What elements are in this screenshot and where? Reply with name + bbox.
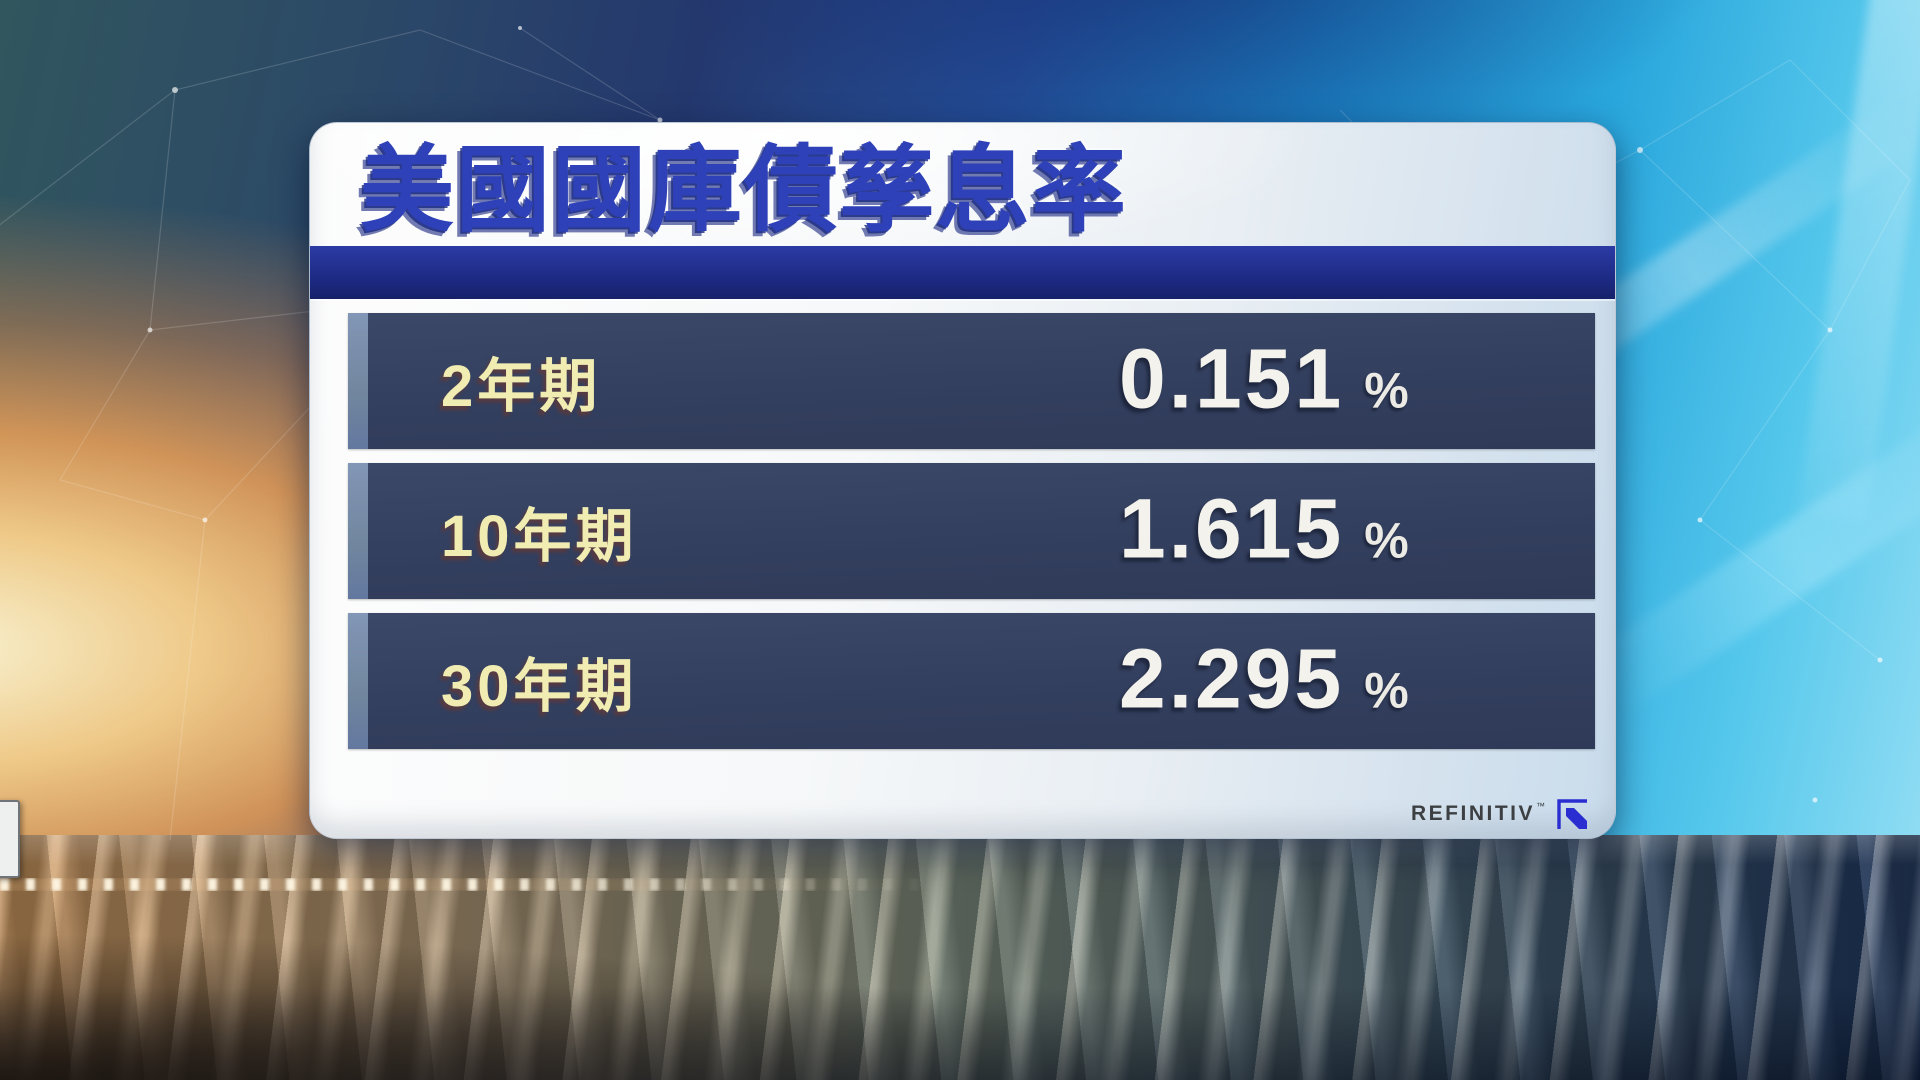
row-accent-stripe — [348, 313, 368, 449]
backdrop-edge-fragment — [0, 800, 20, 878]
table-row: 2年期 0.151 % — [348, 313, 1595, 449]
rates-panel: 美國國庫債孳息率 2年期 0.151 % 10年期 1.615 % 30年期 2… — [309, 122, 1616, 839]
table-row: 10年期 1.615 % — [348, 463, 1595, 599]
backdrop-wave-texture — [0, 835, 1920, 1080]
percent-sign: % — [1364, 512, 1409, 569]
header-band — [310, 246, 1615, 299]
yield-value: 2.295 — [1119, 631, 1345, 726]
refinitiv-wordmark: REFINITIV — [1410, 802, 1535, 825]
row-value: 2.295 % — [1119, 631, 1409, 728]
refinitiv-logo-icon — [1557, 799, 1587, 829]
table-row: 30年期 2.295 % — [348, 613, 1595, 749]
trademark-mark: ™ — [1536, 801, 1545, 811]
row-label: 2年期 — [441, 354, 602, 419]
backdrop-light-dots — [0, 878, 980, 891]
percent-sign: % — [1364, 662, 1409, 719]
refinitiv-attribution: REFINITIV ™ — [1411, 797, 1589, 831]
row-label: 30年期 — [441, 654, 638, 719]
yield-value: 0.151 — [1119, 331, 1345, 426]
panel-title: 美國國庫債孳息率 — [360, 137, 1129, 242]
row-accent-stripe — [348, 463, 368, 599]
row-accent-stripe — [348, 613, 368, 749]
yield-value: 1.615 — [1119, 481, 1345, 576]
row-value: 0.151 % — [1119, 331, 1409, 428]
percent-sign: % — [1364, 362, 1409, 419]
row-label: 10年期 — [441, 504, 638, 569]
row-value: 1.615 % — [1119, 481, 1409, 578]
